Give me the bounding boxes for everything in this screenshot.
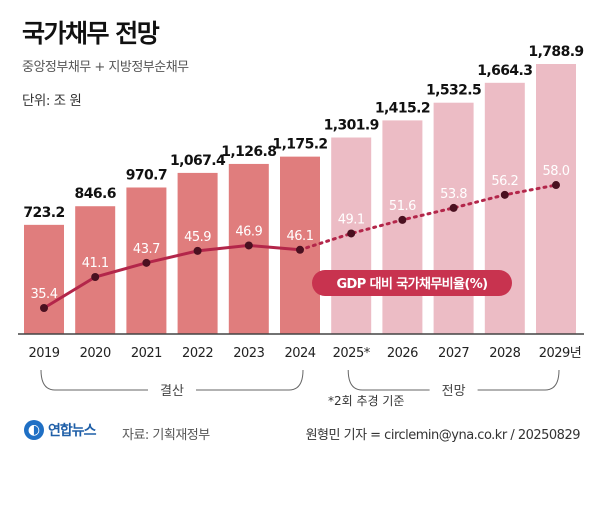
ratio-legend-label: GDP 대비 국가채무비율(%) (336, 276, 487, 292)
ratio-point (296, 245, 304, 254)
bar (382, 120, 423, 334)
bar-value-label: 1,067.4 (170, 153, 226, 169)
ratio-value-label: 41.1 (82, 256, 109, 271)
x-tick-label: 2023 (233, 346, 264, 361)
logo-icon: ◐ (24, 420, 44, 440)
ratio-line-forecast (298, 183, 558, 252)
bar-value-label: 723.2 (23, 205, 64, 221)
x-tick-label: 2029년 (539, 346, 582, 361)
ratio-value-label: 49.1 (338, 212, 365, 227)
bar-value-label: 970.7 (126, 167, 167, 183)
bar (24, 224, 64, 334)
ratio-value-label: 45.9 (184, 230, 211, 245)
ratio-point (244, 241, 253, 250)
ratio-value-label: 35.4 (31, 287, 58, 302)
ratio-value-label: 46.9 (235, 224, 262, 239)
ratio-point (91, 272, 100, 281)
group-bracket (347, 369, 560, 391)
x-tick-label: 2020 (80, 346, 111, 361)
ratio-value-label: 43.7 (133, 242, 160, 257)
bar-value-label: 1,532.5 (426, 83, 481, 99)
bar-value-label: 846.6 (75, 186, 116, 202)
x-tick-label: 2024 (284, 346, 315, 361)
ratio-value-label: 56.2 (491, 174, 518, 189)
bar-value-label: 1,126.8 (221, 144, 276, 160)
bar-value-label: 1,175.2 (272, 137, 327, 153)
chart-subtitle: 중앙정부채무 + 지방정부순채무 (22, 60, 189, 75)
bar-value-label: 1,301.9 (324, 118, 379, 134)
logo-text: 연합뉴스 (48, 423, 97, 439)
bar (536, 64, 576, 334)
group-label: 결산 (160, 384, 184, 399)
ratio-line-actual (43, 243, 301, 310)
x-tick-label: 2022 (182, 346, 213, 361)
group-bracket (40, 369, 304, 391)
ratio-value-label: 46.1 (287, 229, 314, 244)
credit: 원형민 기자 = circlemin@yna.co.kr / 20250829 (305, 428, 581, 443)
ratio-point (449, 203, 458, 212)
source: 자료: 기획재정부 (122, 428, 210, 443)
x-tick-label: 2025* (333, 346, 371, 361)
yonhap-logo: ◐ 연합뉴스 (24, 420, 97, 440)
ratio-legend-badge (312, 270, 512, 296)
ratio-point (398, 215, 407, 224)
bar-value-label: 1,664.3 (477, 63, 532, 79)
ratio-point (40, 304, 48, 312)
x-tick-label: 2028 (489, 346, 520, 361)
ratio-point (500, 190, 509, 199)
ratio-point (142, 258, 151, 267)
bar (484, 82, 525, 334)
chart-title: 국가채무 전망 (22, 19, 160, 48)
unit-label: 단위: 조 원 (22, 93, 82, 109)
bar-value-label: 1,415.2 (375, 100, 430, 116)
ratio-point (552, 181, 560, 190)
group-label: 전망 (442, 384, 466, 399)
ratio-point (193, 246, 202, 255)
ratio-point (347, 229, 356, 238)
ratio-value-label: 51.6 (389, 199, 416, 214)
x-tick-label: 2026 (387, 346, 418, 361)
ratio-value-label: 53.8 (440, 187, 467, 202)
x-tick-label: 2019 (28, 346, 59, 361)
bar (433, 102, 474, 334)
x-tick-label: 2027 (438, 346, 469, 361)
footnote: *2회 추경 기준 (328, 394, 405, 408)
x-tick-label: 2021 (131, 346, 162, 361)
bar-value-label: 1,788.9 (528, 44, 583, 60)
bar (75, 206, 116, 334)
ratio-value-label: 58.0 (543, 164, 570, 179)
